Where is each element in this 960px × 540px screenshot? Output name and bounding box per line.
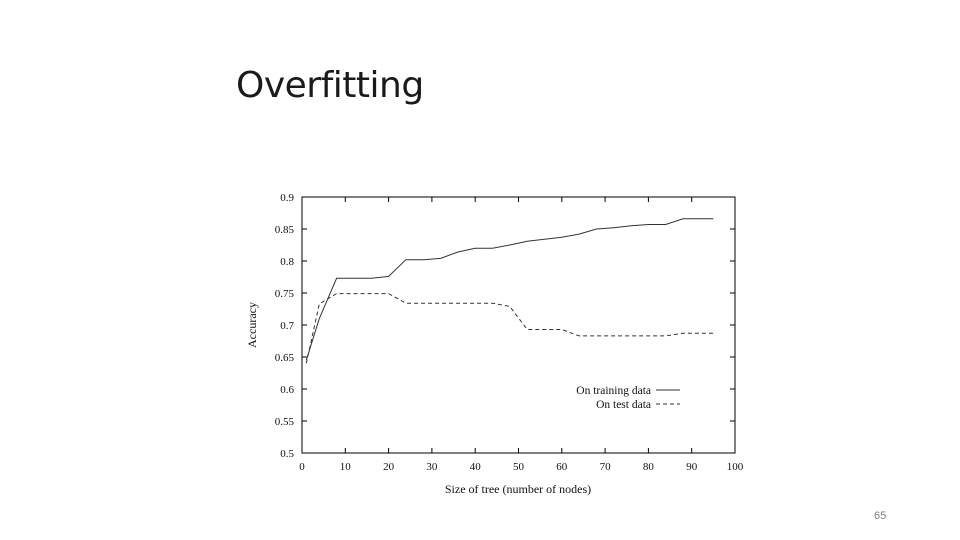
y-tick-label: 0.6 [280, 384, 294, 396]
y-tick-label: 0.65 [275, 352, 295, 364]
legend-label: On training data [576, 385, 651, 397]
x-tick-label: 50 [513, 461, 525, 473]
series-lines [305, 218, 714, 364]
x-tick-label: 90 [686, 461, 698, 473]
x-tick-label: 70 [600, 461, 612, 473]
x-axis-label: Size of tree (number of nodes) [445, 482, 591, 496]
test-data-line [305, 293, 714, 364]
y-tick-label: 0.9 [280, 192, 294, 204]
legend-label: On test data [596, 399, 651, 411]
chart-legend: On training data On test data [576, 385, 680, 411]
x-tick-label: 10 [340, 461, 352, 473]
x-tick-label: 100 [727, 461, 744, 473]
x-tick-label: 0 [299, 461, 305, 473]
training-data-line [305, 218, 714, 361]
x-tick-label: 40 [470, 461, 482, 473]
y-tick-label: 0.85 [275, 224, 295, 236]
y-tick-label: 0.7 [280, 320, 294, 332]
y-axis-label: Accuracy [245, 302, 259, 348]
x-tick-label: 80 [643, 461, 655, 473]
axis-ticks: 0 10 20 30 40 50 60 70 80 90 100 0.5 0.55 0.6 0.65 0.7 0… [275, 192, 744, 473]
slide-title: Overfitting [236, 65, 424, 106]
plot-frame [301, 196, 736, 454]
x-tick-label: 20 [383, 461, 395, 473]
y-tick-label: 0.55 [275, 416, 295, 428]
x-tick-label: 30 [426, 461, 438, 473]
slide-number: 65 [874, 510, 887, 522]
x-tick-label: 60 [556, 461, 568, 473]
accuracy-chart: 0 10 20 30 40 50 60 70 80 90 100 0.5 0.55 0.6 0.65 0.7 0… [245, 192, 744, 496]
y-tick-label: 0.8 [280, 256, 294, 268]
y-tick-label: 0.75 [275, 288, 295, 300]
y-tick-label: 0.5 [280, 448, 294, 460]
